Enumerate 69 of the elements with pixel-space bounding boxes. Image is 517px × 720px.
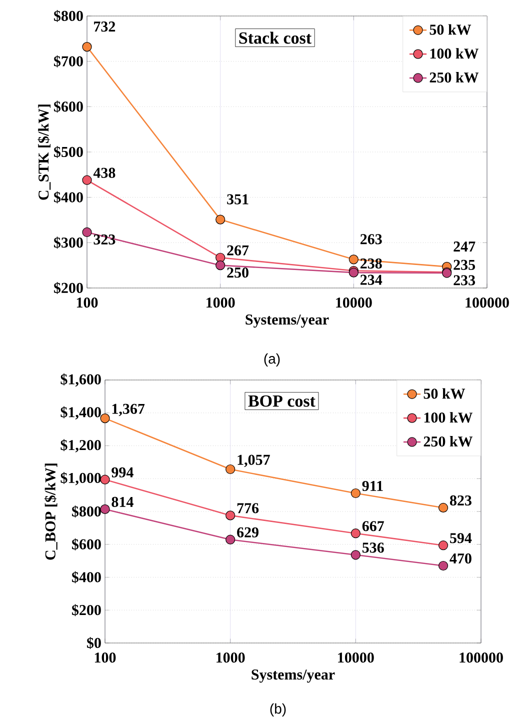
point — [216, 214, 226, 224]
x-tick-label: 10000 — [338, 652, 374, 663]
y-tick-label: $1,600 — [60, 373, 101, 387]
data-label: 438 — [93, 168, 116, 178]
data-label: 823 — [450, 495, 472, 506]
data-label: 235 — [454, 260, 476, 270]
y-tick-label: $200 — [54, 282, 83, 294]
point — [216, 260, 226, 270]
y-tick-label: $1,000 — [60, 472, 101, 486]
y-tick-label: $1,400 — [60, 406, 101, 420]
data-label: 351 — [227, 194, 248, 204]
legend-label: 100 kW — [424, 412, 473, 423]
x-tick-label: 100 — [94, 652, 116, 663]
data-label: 911 — [362, 480, 383, 492]
y-tick-label: $0 — [87, 637, 101, 650]
y-tick-label: $300 — [54, 236, 83, 249]
data-label: 234 — [360, 274, 382, 285]
data-label: 247 — [454, 242, 476, 252]
data-label: 250 — [227, 268, 248, 278]
data-label: 238 — [360, 258, 382, 269]
y-tick-label: $400 — [54, 191, 83, 204]
y-tick-label: $600 — [72, 538, 101, 550]
data-label: 1,057 — [238, 454, 270, 468]
data-label: 732 — [94, 22, 116, 32]
x-tick-label: 10000 — [336, 298, 372, 308]
data-label: 629 — [237, 527, 258, 538]
y-tick-label: $600 — [54, 100, 83, 113]
y-axis-title: C_STK [$/kW] — [38, 104, 51, 200]
data-label: 594 — [450, 533, 472, 544]
y-tick-label: $400 — [72, 571, 101, 584]
legend-label: 50 kW — [424, 388, 466, 399]
text: Stack cost — [239, 32, 312, 44]
x-tick-label: 1000 — [206, 298, 235, 308]
data-label: 263 — [360, 234, 382, 244]
x-axis-title: Systems/year — [252, 670, 335, 683]
data-label: 233 — [454, 275, 476, 286]
legend-label: 250 kW — [430, 72, 479, 83]
point — [82, 227, 92, 238]
data-label: 267 — [227, 245, 249, 256]
legend-label: 100 kW — [430, 48, 479, 59]
point — [82, 175, 92, 185]
x-tick-label: 100000 — [460, 652, 503, 663]
legend-label: 250 kW — [424, 436, 473, 447]
y-tick-label: $200 — [72, 604, 101, 616]
point — [348, 254, 358, 264]
data-label: 1,367 — [112, 404, 145, 416]
data-label: 536 — [362, 542, 384, 553]
data-label: 994 — [112, 467, 134, 478]
text: (b) — [270, 703, 286, 716]
data-label: 323 — [94, 234, 116, 245]
y-tick-label: $700 — [54, 55, 83, 68]
data-label: 776 — [237, 503, 259, 514]
y-tick-label: $500 — [54, 146, 83, 158]
x-axis-title: Systems/year — [246, 314, 329, 328]
x-tick-label: 1000 — [216, 652, 245, 663]
x-tick-label: 100 — [76, 298, 98, 308]
y-axis-title: C_BOP [$/kW] — [44, 464, 58, 560]
legend-label: 50 kW — [430, 24, 472, 35]
data-label: 814 — [112, 496, 134, 507]
y-tick-label: $800 — [54, 10, 83, 22]
point — [216, 252, 226, 262]
x-tick-label: 100000 — [466, 298, 509, 308]
data-label: 470 — [450, 553, 472, 564]
y-tick-label: $1,200 — [60, 439, 101, 452]
y-tick-label: $800 — [72, 506, 101, 518]
data-label: 667 — [362, 521, 384, 532]
text: (a) — [264, 353, 280, 366]
point — [82, 42, 92, 52]
text: BOP cost — [248, 395, 316, 407]
